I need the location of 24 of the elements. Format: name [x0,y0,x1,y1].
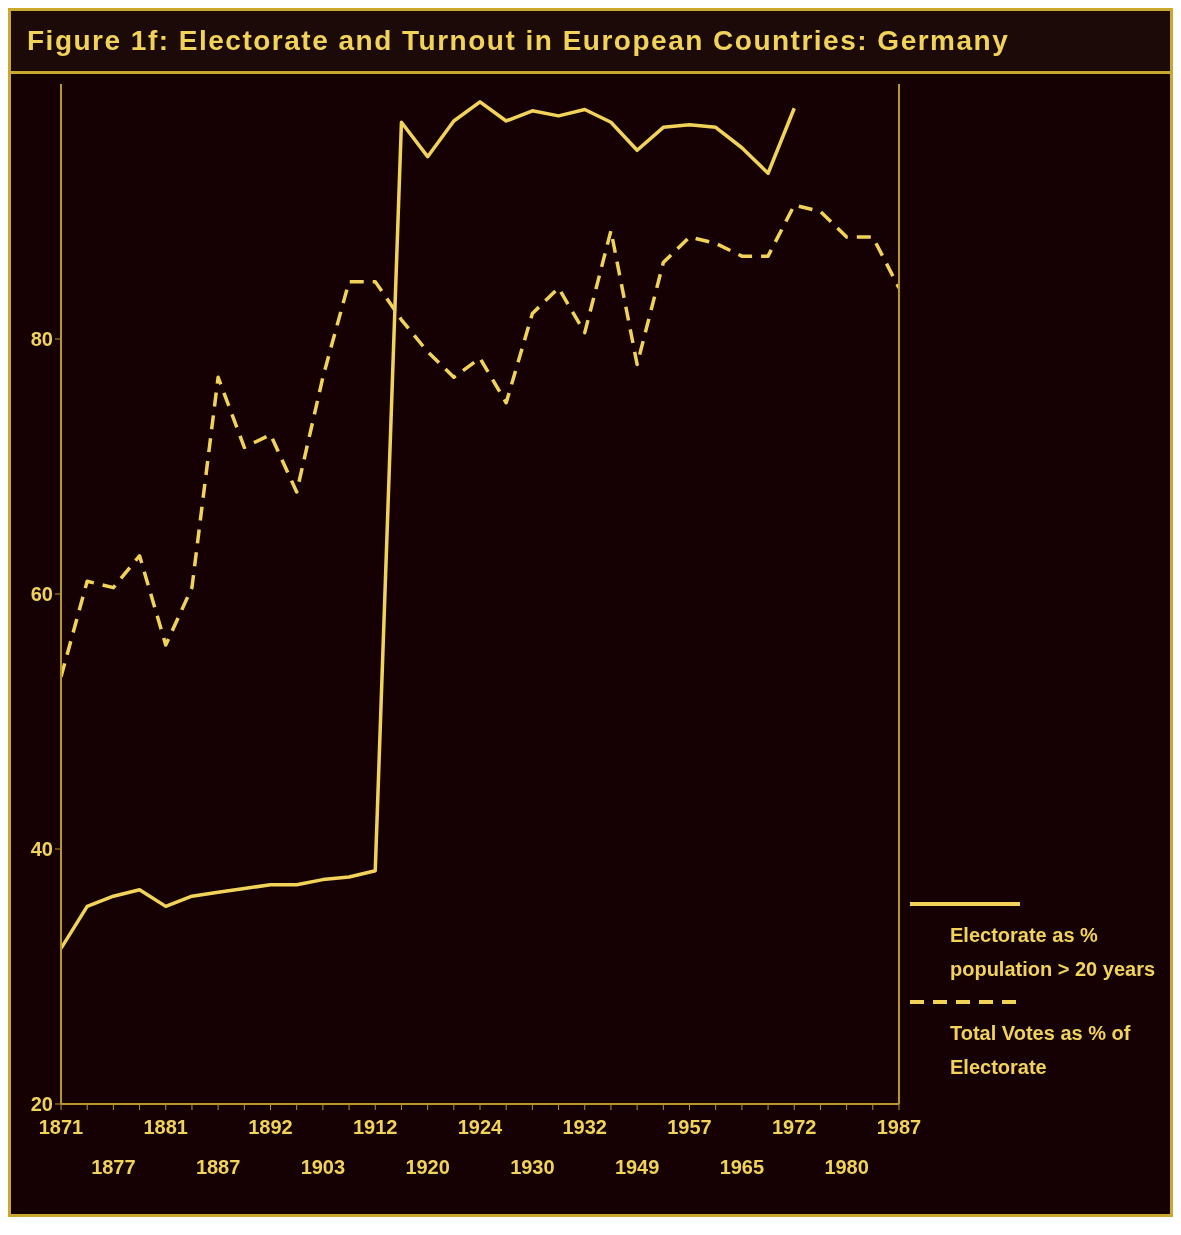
x-tick-label: 1987 [876,1116,922,1138]
x-tick-label: 1912 [353,1116,398,1138]
x-tick-label: 1932 [562,1116,607,1138]
x-tick-label: 1903 [300,1156,346,1178]
y-tick-label: 60 [30,583,53,606]
x-tick-label: 1877 [91,1156,136,1178]
x-tick-label: 1871 [38,1116,84,1138]
chart-title: Figure 1f: Electorate and Turnout in European Countries: Germany [11,11,1170,74]
x-tick-label: 1980 [824,1156,869,1178]
y-tick-label: 80 [30,328,53,351]
x-tick-label: 1920 [405,1156,450,1178]
x-tick-label: 1881 [143,1116,188,1138]
text: Electorate as % population > 20 years [950,923,1157,982]
x-tick-label: 1972 [772,1116,817,1138]
text: Total Votes as % of Electorate [950,1021,1132,1080]
y-tick-label: 20 [30,1093,53,1116]
x-tick-label: 1892 [248,1116,293,1138]
x-tick-label: 1949 [614,1156,660,1178]
x-tick-label: 1887 [195,1156,241,1178]
x-tick-label: 1965 [719,1156,765,1178]
x-tick-label: 1957 [667,1116,712,1138]
y-tick-label: 40 [30,838,53,861]
x-tick-label: 1924 [457,1116,504,1138]
x-tick-label: 1930 [510,1156,555,1178]
